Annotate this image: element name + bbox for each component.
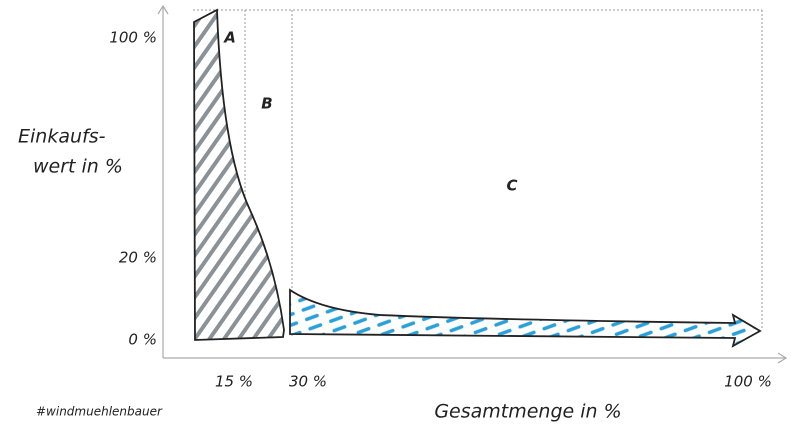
x-tick-label: 15 % [215,373,253,391]
x-tick-label: 30 % [289,373,327,391]
y-tick-label: 20 % [119,249,157,267]
curve-ab [193,8,285,341]
x-tick-label: 100 % [724,373,772,391]
zone-label: A [223,29,236,47]
y-tick-label: 100 % [109,29,157,47]
y-axis-label: Einkaufs- [18,126,106,148]
zone-label: C [506,177,517,195]
y-tick-label: 0 % [128,331,157,349]
y-axis-label: wert in % [33,156,123,178]
guides [193,9,763,338]
curve-c [289,288,762,348]
x-axis-label: Gesamtmenge in % [434,401,621,423]
axes [157,4,788,364]
zone-label: B [261,95,272,113]
footer: #windmuehlenbauer [36,405,163,419]
